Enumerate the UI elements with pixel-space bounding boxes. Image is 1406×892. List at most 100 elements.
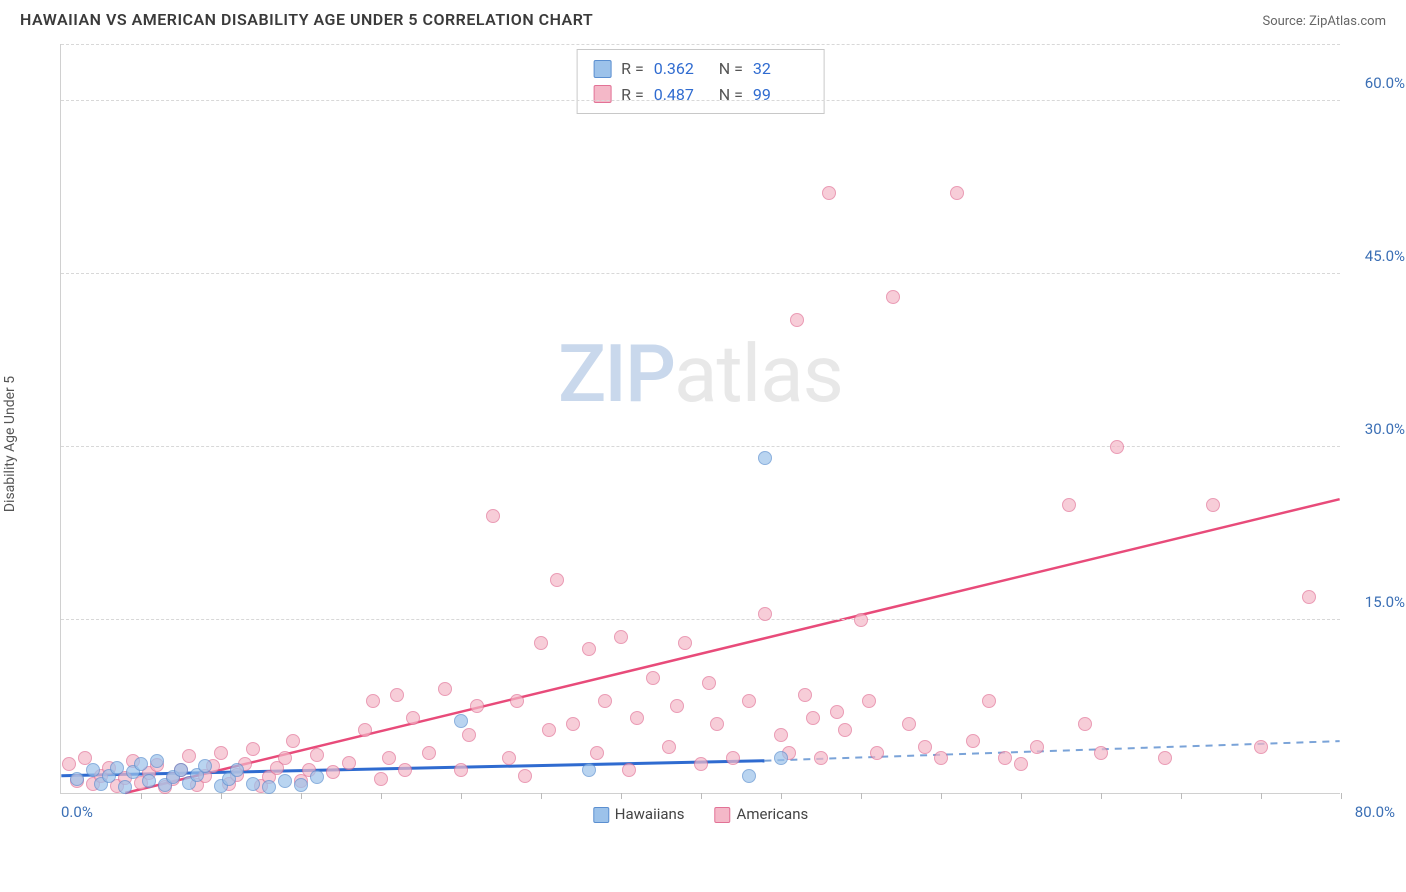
x-tick [221, 793, 222, 799]
x-axis-end-label: 80.0% [1355, 803, 1395, 821]
data-point [598, 694, 612, 708]
data-point [382, 751, 396, 765]
data-point [390, 688, 404, 702]
x-tick [941, 793, 942, 799]
x-tick [781, 793, 782, 799]
source-attribution: Source: ZipAtlas.com [1262, 14, 1386, 29]
data-point [582, 763, 596, 777]
data-point [1014, 757, 1028, 771]
data-point [550, 573, 564, 587]
data-point [246, 777, 260, 791]
data-point [262, 780, 276, 794]
data-point [998, 751, 1012, 765]
data-point [198, 759, 212, 773]
data-point [902, 717, 916, 731]
x-tick [381, 793, 382, 799]
gridline [61, 273, 1340, 274]
data-point [278, 751, 292, 765]
data-point [1158, 751, 1172, 765]
x-tick [1181, 793, 1182, 799]
watermark-zip: ZIP [558, 327, 674, 421]
x-axis-origin-label: 0.0% [61, 803, 93, 821]
stats-r-label: R = [621, 82, 644, 108]
x-tick [861, 793, 862, 799]
data-point [830, 705, 844, 719]
data-point [742, 694, 756, 708]
data-point [486, 509, 500, 523]
data-point [982, 694, 996, 708]
data-point [678, 636, 692, 650]
data-point [886, 290, 900, 304]
x-tick [1021, 793, 1022, 799]
data-point [286, 734, 300, 748]
data-point [726, 751, 740, 765]
data-point [310, 748, 324, 762]
data-point [230, 763, 244, 777]
gridline [61, 44, 1340, 45]
stats-row: R =0.362N =32 [593, 56, 808, 82]
chart-container: Disability Age Under 5 ZIPatlas R =0.362… [20, 34, 1386, 854]
stats-r-label: R = [621, 56, 644, 82]
y-tick-label: 60.0% [1365, 74, 1405, 92]
x-tick [621, 793, 622, 799]
data-point [758, 451, 772, 465]
data-point [70, 772, 84, 786]
data-point [1078, 717, 1092, 731]
data-point [366, 694, 380, 708]
gridline [61, 446, 1340, 447]
data-point [966, 734, 980, 748]
legend: HawaiiansAmericans [593, 805, 808, 823]
data-point [454, 763, 468, 777]
data-point [182, 749, 196, 763]
data-point [310, 770, 324, 784]
x-tick [1261, 793, 1262, 799]
data-point [710, 717, 724, 731]
x-tick [301, 793, 302, 799]
y-tick-label: 45.0% [1365, 247, 1405, 265]
data-point [342, 756, 356, 770]
data-point [814, 751, 828, 765]
plot-area: ZIPatlas R =0.362N =32R =0.487N =99 0.0%… [60, 44, 1340, 794]
data-point [278, 774, 292, 788]
data-point [86, 763, 100, 777]
data-point [822, 186, 836, 200]
data-point [150, 754, 164, 768]
trend-lines-layer [61, 44, 1340, 793]
data-point [622, 763, 636, 777]
data-point [742, 769, 756, 783]
data-point [934, 751, 948, 765]
data-point [406, 711, 420, 725]
data-point [630, 711, 644, 725]
data-point [790, 313, 804, 327]
data-point [462, 728, 476, 742]
data-point [1062, 498, 1076, 512]
data-point [1094, 746, 1108, 760]
data-point [438, 682, 452, 696]
data-point [510, 694, 524, 708]
stats-r-value: 0.487 [654, 82, 709, 108]
data-point [246, 742, 260, 756]
data-point [614, 630, 628, 644]
gridline [61, 619, 1340, 620]
data-point [870, 746, 884, 760]
data-point [918, 740, 932, 754]
data-point [838, 723, 852, 737]
data-point [1206, 498, 1220, 512]
data-point [582, 642, 596, 656]
data-point [294, 778, 308, 792]
data-point [1110, 440, 1124, 454]
correlation-stats-box: R =0.362N =32R =0.487N =99 [576, 49, 825, 114]
data-point [854, 613, 868, 627]
data-point [534, 636, 548, 650]
data-point [862, 694, 876, 708]
legend-swatch [715, 807, 731, 823]
data-point [566, 717, 580, 731]
data-point [134, 757, 148, 771]
data-point [950, 186, 964, 200]
y-tick-label: 15.0% [1365, 593, 1405, 611]
legend-item: Americans [715, 805, 809, 823]
stats-n-label: N = [719, 56, 743, 82]
trend-line [125, 499, 1339, 793]
x-tick [461, 793, 462, 799]
data-point [214, 746, 228, 760]
